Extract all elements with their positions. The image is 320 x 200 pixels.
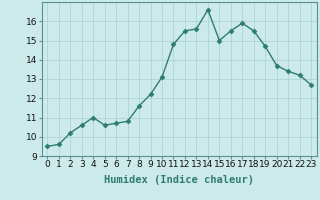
X-axis label: Humidex (Indice chaleur): Humidex (Indice chaleur) — [104, 175, 254, 185]
